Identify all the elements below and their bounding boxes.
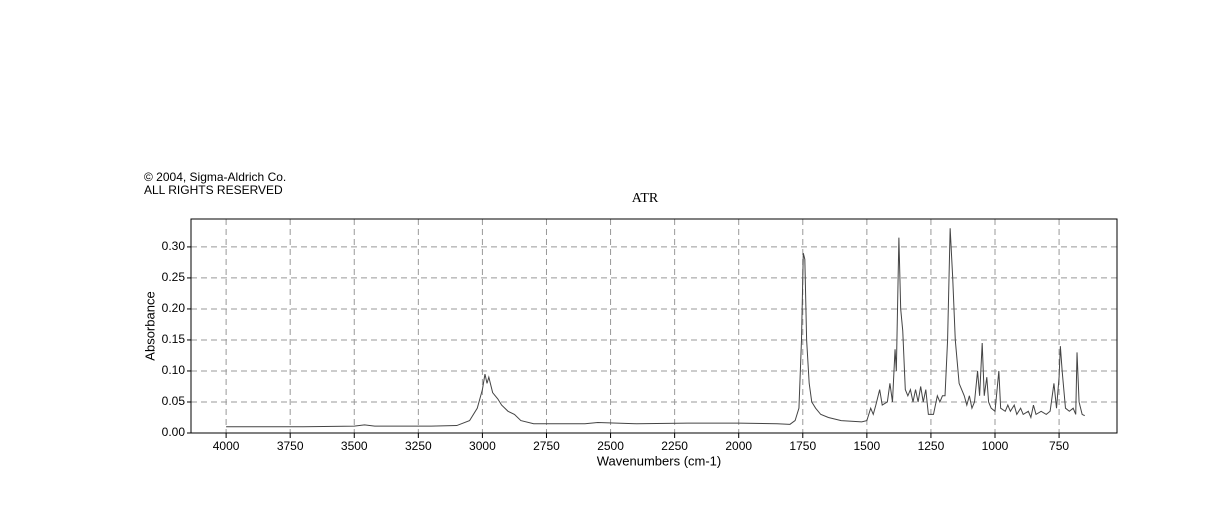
- x-tick-label: 3250: [405, 439, 432, 453]
- y-tick-label: 0.05: [162, 394, 186, 408]
- x-tick-label: 3500: [341, 439, 368, 453]
- copyright: ALL RIGHTS RESERVED: [144, 183, 283, 197]
- y-tick-label: 0.00: [162, 425, 186, 439]
- x-tick-label: 2750: [533, 439, 560, 453]
- x-tick-label: 3000: [469, 439, 496, 453]
- x-tick-label: 2250: [661, 439, 688, 453]
- chart-title: ATR: [632, 191, 659, 206]
- spectrum-line: [226, 228, 1085, 428]
- y-tick-label: 0.30: [162, 239, 186, 253]
- x-tick-label: 1500: [854, 439, 881, 453]
- copyright: © 2004, Sigma-Aldrich Co.: [144, 170, 286, 184]
- x-tick-label: 2500: [597, 439, 624, 453]
- y-tick-label: 0.20: [162, 301, 186, 315]
- x-tick-label: 3750: [277, 439, 304, 453]
- x-tick-label: 1250: [918, 439, 945, 453]
- x-tick-label: 750: [1049, 439, 1069, 453]
- y-axis-label: Absorbance: [142, 291, 157, 360]
- y-tick-label: 0.15: [162, 332, 186, 346]
- x-tick-label: 2000: [725, 439, 752, 453]
- x-axis-label: Wavenumbers (cm-1): [597, 453, 721, 468]
- x-tick-label: 1750: [789, 439, 816, 453]
- x-tick-label: 1000: [982, 439, 1009, 453]
- y-tick-label: 0.10: [162, 363, 186, 377]
- x-tick-label: 4000: [213, 439, 240, 453]
- y-tick-label: 0.25: [162, 270, 186, 284]
- plot-frame: [190, 218, 1118, 434]
